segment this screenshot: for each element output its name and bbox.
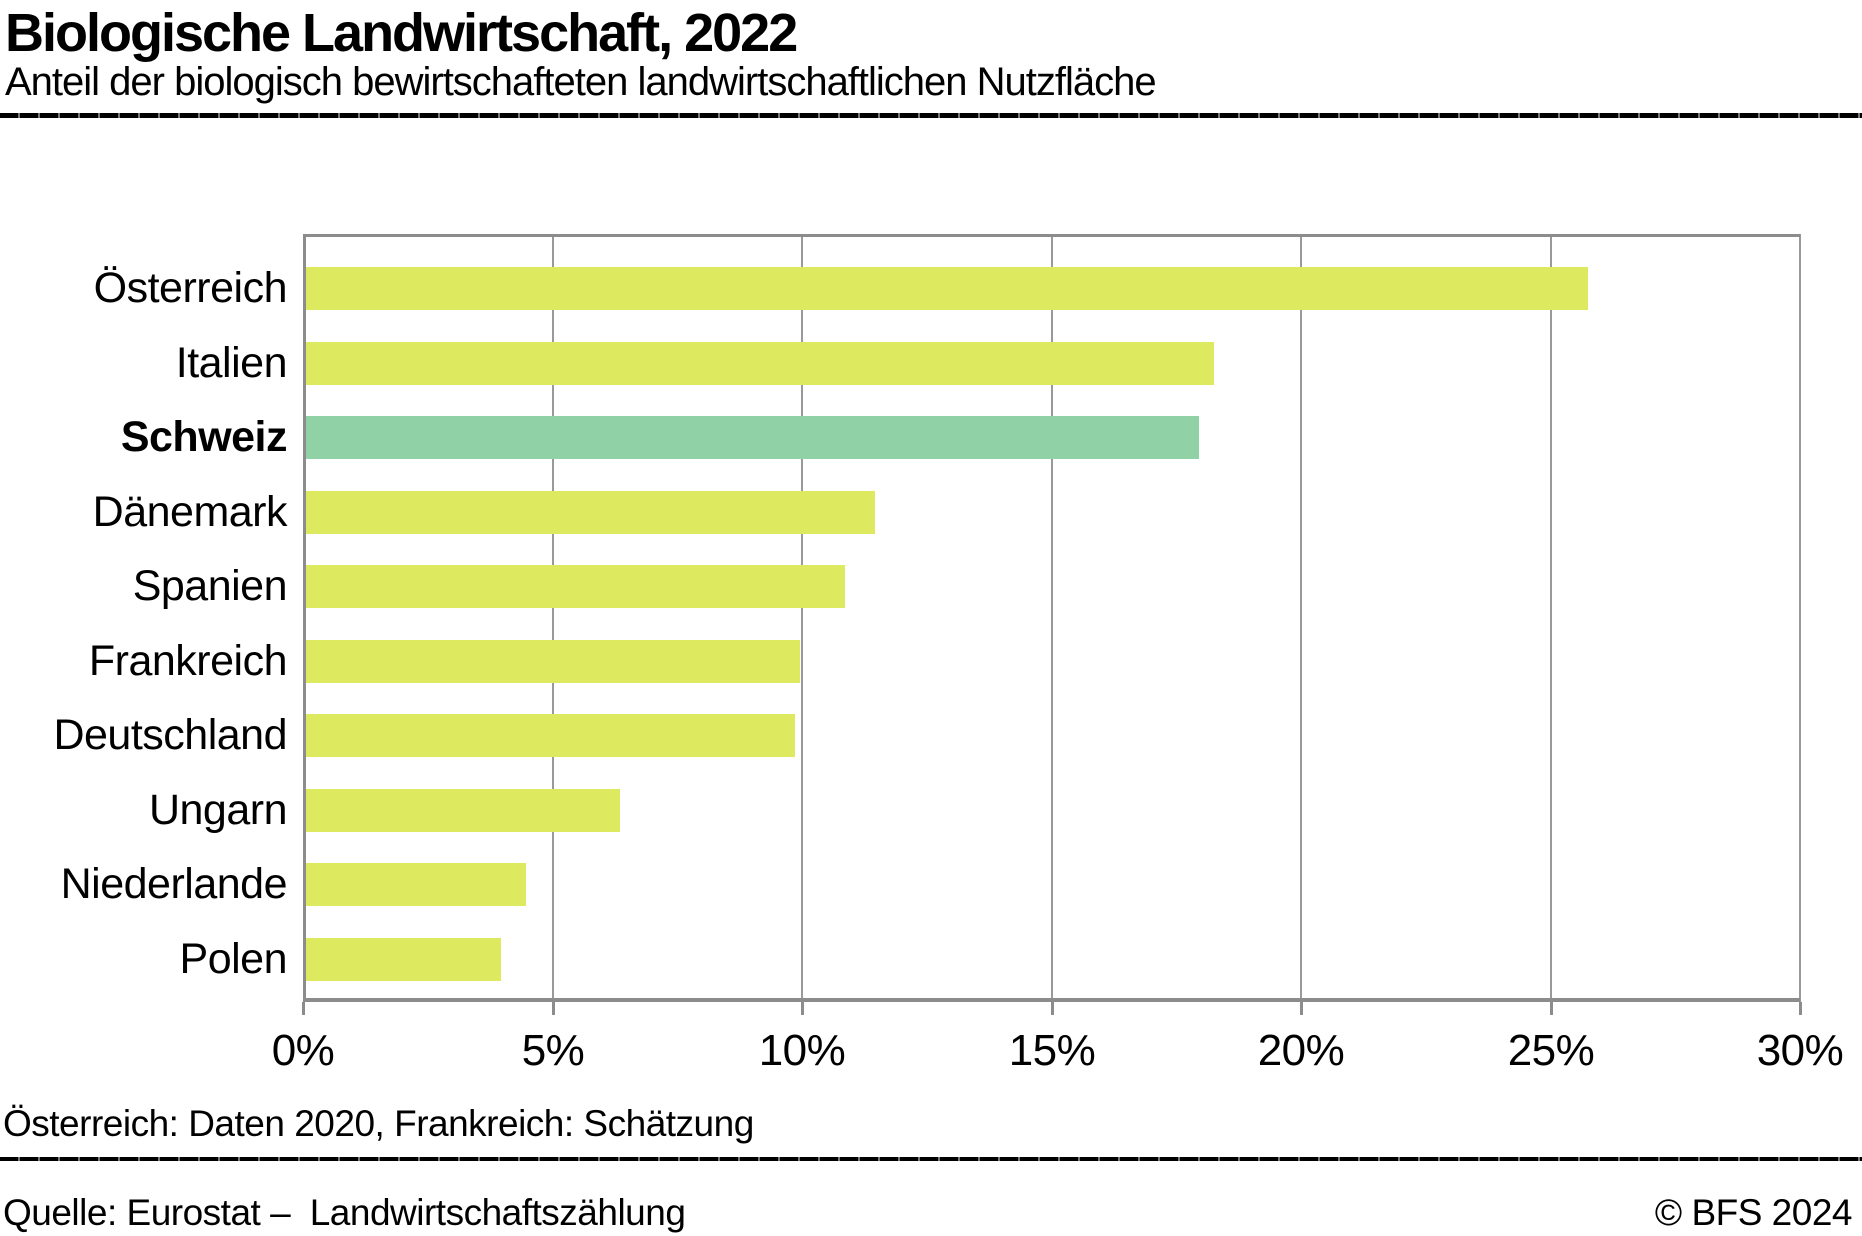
x-tick-label-30: 30% xyxy=(1756,1026,1844,1075)
category-label-dänemark: Dänemark xyxy=(92,488,288,536)
x-tick-25 xyxy=(1550,1002,1553,1015)
bar-dänemark xyxy=(306,491,875,534)
gridline-10 xyxy=(801,234,803,1002)
bar-italien xyxy=(306,342,1214,385)
bar-deutschland xyxy=(306,714,795,757)
gridline-30 xyxy=(1799,234,1801,1002)
bar-schweiz xyxy=(306,416,1199,459)
bar-chart-plot-area xyxy=(303,234,1801,1002)
x-tick-label-15: 15% xyxy=(1008,1026,1096,1075)
copyright-text: © BFS 2024 xyxy=(1654,1192,1853,1233)
x-tick-label-20: 20% xyxy=(1257,1026,1345,1075)
footnote: Österreich: Daten 2020, Frankreich: Schä… xyxy=(3,1103,754,1144)
category-label-spanien: Spanien xyxy=(132,562,288,610)
bar-ungarn xyxy=(306,789,620,832)
x-tick-30 xyxy=(1799,1002,1802,1015)
x-tick-label-5: 5% xyxy=(521,1026,585,1075)
x-tick-0 xyxy=(302,1002,305,1015)
source-text: Quelle: Eurostat – Landwirtschaftszählun… xyxy=(3,1192,686,1233)
category-label-österreich: Österreich xyxy=(93,264,288,312)
category-label-italien: Italien xyxy=(175,339,288,387)
x-tick-label-0: 0% xyxy=(271,1026,335,1075)
gridline-20 xyxy=(1300,234,1302,1002)
category-label-ungarn: Ungarn xyxy=(148,786,288,834)
gridline-25 xyxy=(1550,234,1552,1002)
chart-subtitle: Anteil der biologisch bewirtschafteten l… xyxy=(5,60,1157,104)
gridline-15 xyxy=(1051,234,1053,1002)
x-tick-label-10: 10% xyxy=(758,1026,846,1075)
category-label-polen: Polen xyxy=(179,935,288,983)
category-label-frankreich: Frankreich xyxy=(88,637,288,685)
bar-österreich xyxy=(306,267,1588,310)
bar-frankreich xyxy=(306,640,800,683)
gridline-5 xyxy=(552,234,554,1002)
category-axis: Österreich Italien Schweiz Dänemark Spanien F… xyxy=(0,234,287,1002)
x-tick-5 xyxy=(552,1002,555,1015)
x-tick-label-25: 25% xyxy=(1507,1026,1595,1075)
category-label-schweiz: Schweiz xyxy=(120,413,288,461)
bar-polen xyxy=(306,938,501,981)
category-label-niederlande: Niederlande xyxy=(60,860,288,908)
x-tick-10 xyxy=(801,1002,804,1015)
chart-title: Biologische Landwirtschaft, 2022 xyxy=(5,3,798,63)
bottom-rule xyxy=(0,1157,1862,1161)
x-tick-15 xyxy=(1051,1002,1054,1015)
top-rule xyxy=(0,113,1862,118)
category-label-deutschland: Deutschland xyxy=(53,711,287,759)
bar-niederlande xyxy=(306,863,526,906)
x-tick-20 xyxy=(1300,1002,1303,1015)
bar-spanien xyxy=(306,565,845,608)
